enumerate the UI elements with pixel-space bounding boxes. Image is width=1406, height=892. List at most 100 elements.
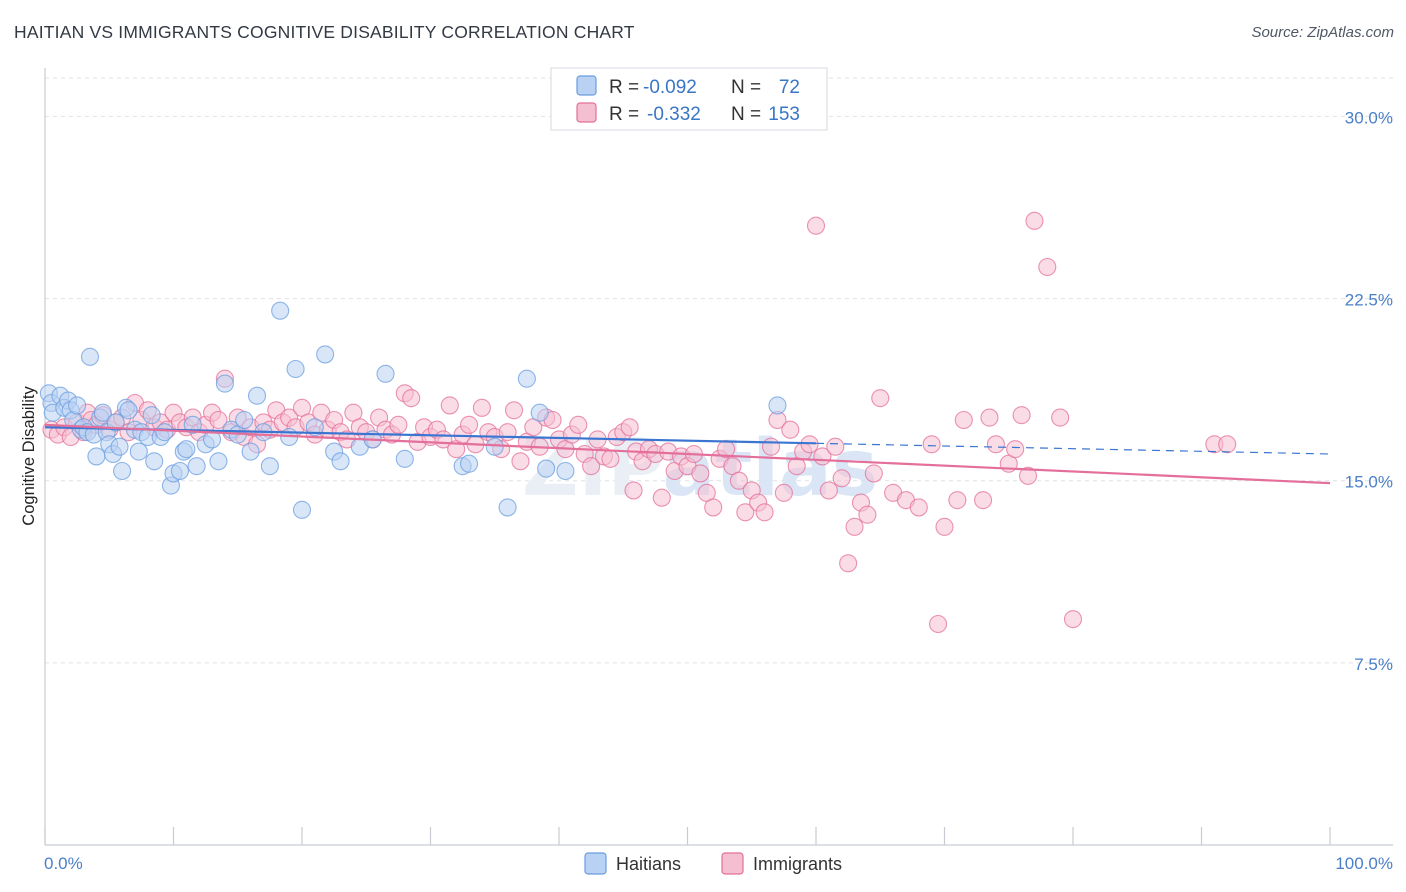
- legend-n-value-1: 72: [779, 77, 800, 98]
- data-point-immigrants: [1006, 440, 1025, 459]
- axes: [44, 68, 1393, 846]
- y-tick-label: 7.5%: [1354, 655, 1393, 674]
- data-point-haitians: [93, 403, 112, 422]
- data-point-immigrants: [929, 614, 948, 634]
- data-point-haitians: [68, 396, 87, 415]
- data-point-haitians: [183, 415, 202, 434]
- chart-title: HAITIAN VS IMMIGRANTS COGNITIVE DISABILI…: [14, 22, 635, 42]
- data-point-immigrants: [511, 452, 530, 471]
- trend-line-immigrants: [44, 423, 1331, 485]
- y-tick-label: 15.0%: [1345, 473, 1393, 492]
- legend-n-label-2: N =: [731, 104, 761, 125]
- trend-lines: [44, 423, 1331, 485]
- data-point-haitians: [110, 437, 129, 456]
- data-point-immigrants: [440, 396, 459, 415]
- series-legend: Haitians Immigrants: [584, 852, 842, 875]
- data-point-haitians: [530, 403, 549, 422]
- data-point-immigrants: [909, 498, 928, 517]
- data-point-haitians: [170, 461, 189, 481]
- series-haitians: [39, 301, 787, 519]
- data-point-immigrants: [1063, 610, 1083, 629]
- data-point-haitians: [142, 406, 161, 425]
- data-point-immigrants: [839, 554, 858, 573]
- data-point-immigrants: [209, 410, 228, 430]
- data-point-immigrants: [691, 464, 710, 483]
- legend-n-label-1: N =: [731, 77, 761, 98]
- data-point-haitians: [292, 500, 312, 519]
- data-point-immigrants: [601, 449, 620, 468]
- data-point-immigrants: [761, 437, 781, 456]
- data-point-haitians: [376, 364, 395, 383]
- data-point-haitians: [556, 461, 575, 481]
- data-point-haitians: [316, 345, 335, 364]
- data-point-haitians: [537, 459, 556, 478]
- data-point-haitians: [80, 347, 100, 366]
- data-point-haitians: [215, 374, 234, 393]
- data-point-immigrants: [736, 503, 755, 522]
- data-point-haitians: [395, 449, 414, 468]
- legend-r-value-1: -0.092: [643, 77, 697, 98]
- data-point-immigrants: [774, 483, 793, 502]
- data-point-haitians: [145, 452, 164, 471]
- bottom-legend-label-immigrants: Immigrants: [753, 854, 842, 874]
- data-point-haitians: [241, 442, 260, 461]
- data-point-immigrants: [729, 471, 748, 490]
- x-tick-label: 100.0%: [1335, 854, 1393, 873]
- series-immigrants: [42, 211, 1237, 634]
- data-point-haitians: [331, 452, 350, 471]
- data-point-immigrants: [858, 505, 877, 524]
- data-point-immigrants: [986, 435, 1005, 454]
- data-point-haitians: [87, 447, 106, 466]
- legend-r-label-1: R =: [609, 77, 639, 98]
- data-point-haitians: [247, 386, 267, 405]
- gridlines: [45, 77, 1393, 664]
- y-tick-labels: 7.5% 15.0% 22.5% 30.0%: [1345, 108, 1393, 673]
- data-point-haitians: [498, 498, 517, 517]
- data-point-immigrants: [832, 469, 851, 488]
- data-point-immigrants: [582, 457, 601, 476]
- data-point-immigrants: [1018, 466, 1038, 485]
- data-point-immigrants: [800, 435, 819, 454]
- legend-n-value-2: 153: [768, 104, 800, 125]
- data-point-immigrants: [652, 488, 671, 507]
- data-point-haitians: [260, 457, 279, 476]
- data-point-immigrants: [819, 481, 838, 500]
- y-tick-label: 30.0%: [1345, 108, 1393, 127]
- data-point-haitians: [119, 401, 138, 420]
- data-point-haitians: [129, 442, 148, 461]
- data-point-haitians: [305, 418, 324, 437]
- data-point-immigrants: [1218, 435, 1237, 454]
- data-point-immigrants: [781, 420, 800, 439]
- data-point-immigrants: [504, 401, 524, 420]
- data-point-haitians: [768, 396, 787, 415]
- data-point-immigrants: [806, 216, 826, 235]
- data-point-haitians: [187, 457, 206, 476]
- data-point-immigrants: [1012, 406, 1031, 425]
- data-point-immigrants: [1038, 257, 1057, 277]
- data-point-immigrants: [402, 389, 421, 408]
- data-point-immigrants: [389, 415, 408, 434]
- legend-swatch-immigrants: [576, 102, 597, 123]
- data-point-immigrants: [620, 418, 639, 437]
- data-point-immigrants: [755, 503, 774, 522]
- data-point-immigrants: [459, 415, 479, 434]
- data-point-immigrants: [704, 498, 723, 517]
- data-point-immigrants: [922, 435, 941, 454]
- data-point-immigrants: [845, 517, 864, 536]
- data-point-haitians: [286, 359, 305, 379]
- chart-source: Source: ZipAtlas.com: [1251, 24, 1394, 41]
- bottom-legend-label-haitians: Haitians: [616, 854, 681, 874]
- data-point-immigrants: [624, 481, 643, 500]
- y-axis-title: Cognitive Disability: [20, 386, 38, 526]
- x-tick-label: 0.0%: [44, 854, 83, 873]
- data-point-immigrants: [1051, 408, 1070, 427]
- data-point-immigrants: [980, 408, 999, 427]
- stats-legend: R = -0.092 N = 72 R = -0.332 N = 153: [550, 67, 828, 131]
- data-point-haitians: [517, 369, 536, 388]
- data-point-immigrants: [826, 437, 845, 456]
- legend-r-value-2: -0.332: [647, 104, 701, 125]
- data-point-immigrants: [935, 517, 954, 536]
- data-point-immigrants: [1025, 211, 1044, 230]
- data-point-haitians: [235, 410, 254, 430]
